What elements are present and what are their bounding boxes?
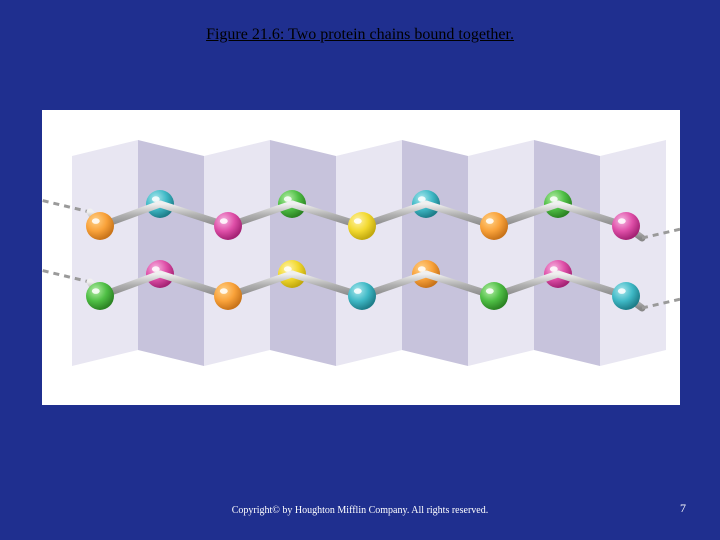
protein-diagram bbox=[42, 110, 680, 405]
pleated-sheet bbox=[72, 140, 666, 366]
chain-bottom-sphere-2 bbox=[214, 282, 242, 310]
chain-bottom-sphere-6 bbox=[480, 282, 508, 310]
chain-bottom-sphere-0 bbox=[86, 282, 114, 310]
chain-top-sphere-4 bbox=[348, 212, 376, 240]
chain-bottom-sphere-8 bbox=[612, 282, 640, 310]
chain-top-sphere-0 bbox=[86, 212, 114, 240]
figure-title: Figure 21.6: Two protein chains bound to… bbox=[0, 26, 720, 44]
copyright-text: Copyright© by Houghton Mifflin Company. … bbox=[0, 505, 720, 516]
diagram-svg bbox=[42, 110, 680, 405]
slide: Figure 21.6: Two protein chains bound to… bbox=[0, 0, 720, 540]
chain-bottom-sphere-4 bbox=[348, 282, 376, 310]
page-number: 7 bbox=[680, 501, 686, 516]
chain-top-sphere-8 bbox=[612, 212, 640, 240]
chain-top-sphere-6 bbox=[480, 212, 508, 240]
chain-top-sphere-2 bbox=[214, 212, 242, 240]
